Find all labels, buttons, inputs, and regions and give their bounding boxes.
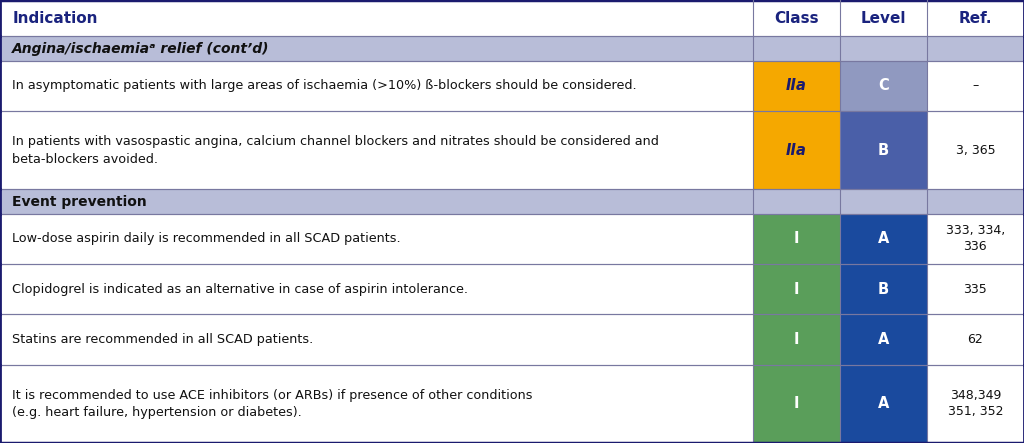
Bar xyxy=(840,111,927,189)
Bar xyxy=(0,61,1024,111)
Text: In patients with vasospastic angina, calcium channel blockers and nitrates shoul: In patients with vasospastic angina, cal… xyxy=(12,135,659,166)
Text: 3, 365: 3, 365 xyxy=(955,144,995,157)
Text: C: C xyxy=(878,78,889,93)
Text: I: I xyxy=(794,282,799,297)
Bar xyxy=(0,214,1024,264)
Text: I: I xyxy=(794,332,799,347)
Bar xyxy=(0,111,1024,189)
Text: IIa: IIa xyxy=(785,143,807,158)
Bar xyxy=(840,315,927,365)
Text: A: A xyxy=(878,332,889,347)
Bar xyxy=(840,365,927,443)
Text: A: A xyxy=(878,396,889,412)
Text: –: – xyxy=(972,79,979,93)
Text: Angina/ischaemiaᵃ relief (cont’d): Angina/ischaemiaᵃ relief (cont’d) xyxy=(12,42,269,56)
Bar xyxy=(840,214,927,264)
Text: Clopidogrel is indicated as an alternative in case of aspirin intolerance.: Clopidogrel is indicated as an alternati… xyxy=(12,283,468,296)
Bar xyxy=(840,264,927,315)
Text: It is recommended to use ACE inhibitors (or ARBs) if presence of other condition: It is recommended to use ACE inhibitors … xyxy=(12,389,532,419)
Text: 348,349
351, 352: 348,349 351, 352 xyxy=(947,389,1004,418)
Text: Level: Level xyxy=(860,11,906,26)
Text: A: A xyxy=(878,231,889,246)
Text: Statins are recommended in all SCAD patients.: Statins are recommended in all SCAD pati… xyxy=(12,333,313,346)
Text: 62: 62 xyxy=(968,333,983,346)
Bar xyxy=(753,315,840,365)
Bar xyxy=(0,365,1024,443)
Text: 333, 334,
336: 333, 334, 336 xyxy=(946,224,1005,253)
Bar xyxy=(753,214,840,264)
Text: 335: 335 xyxy=(964,283,987,296)
Bar xyxy=(0,264,1024,315)
Bar xyxy=(0,315,1024,365)
Text: Indication: Indication xyxy=(12,11,97,26)
Bar xyxy=(753,365,840,443)
Text: I: I xyxy=(794,231,799,246)
Text: Low-dose aspirin daily is recommended in all SCAD patients.: Low-dose aspirin daily is recommended in… xyxy=(12,233,401,245)
Bar xyxy=(753,111,840,189)
Text: In asymptomatic patients with large areas of ischaemia (>10%) ß-blockers should : In asymptomatic patients with large area… xyxy=(12,79,637,93)
Bar xyxy=(0,189,1024,214)
Bar xyxy=(753,264,840,315)
Text: I: I xyxy=(794,396,799,412)
Text: B: B xyxy=(878,282,889,297)
Bar xyxy=(0,36,1024,61)
Text: Event prevention: Event prevention xyxy=(12,194,147,209)
Text: Ref.: Ref. xyxy=(958,11,992,26)
Bar xyxy=(0,0,1024,36)
Bar xyxy=(753,61,840,111)
Text: B: B xyxy=(878,143,889,158)
Bar xyxy=(840,61,927,111)
Text: Class: Class xyxy=(774,11,818,26)
Text: IIa: IIa xyxy=(785,78,807,93)
